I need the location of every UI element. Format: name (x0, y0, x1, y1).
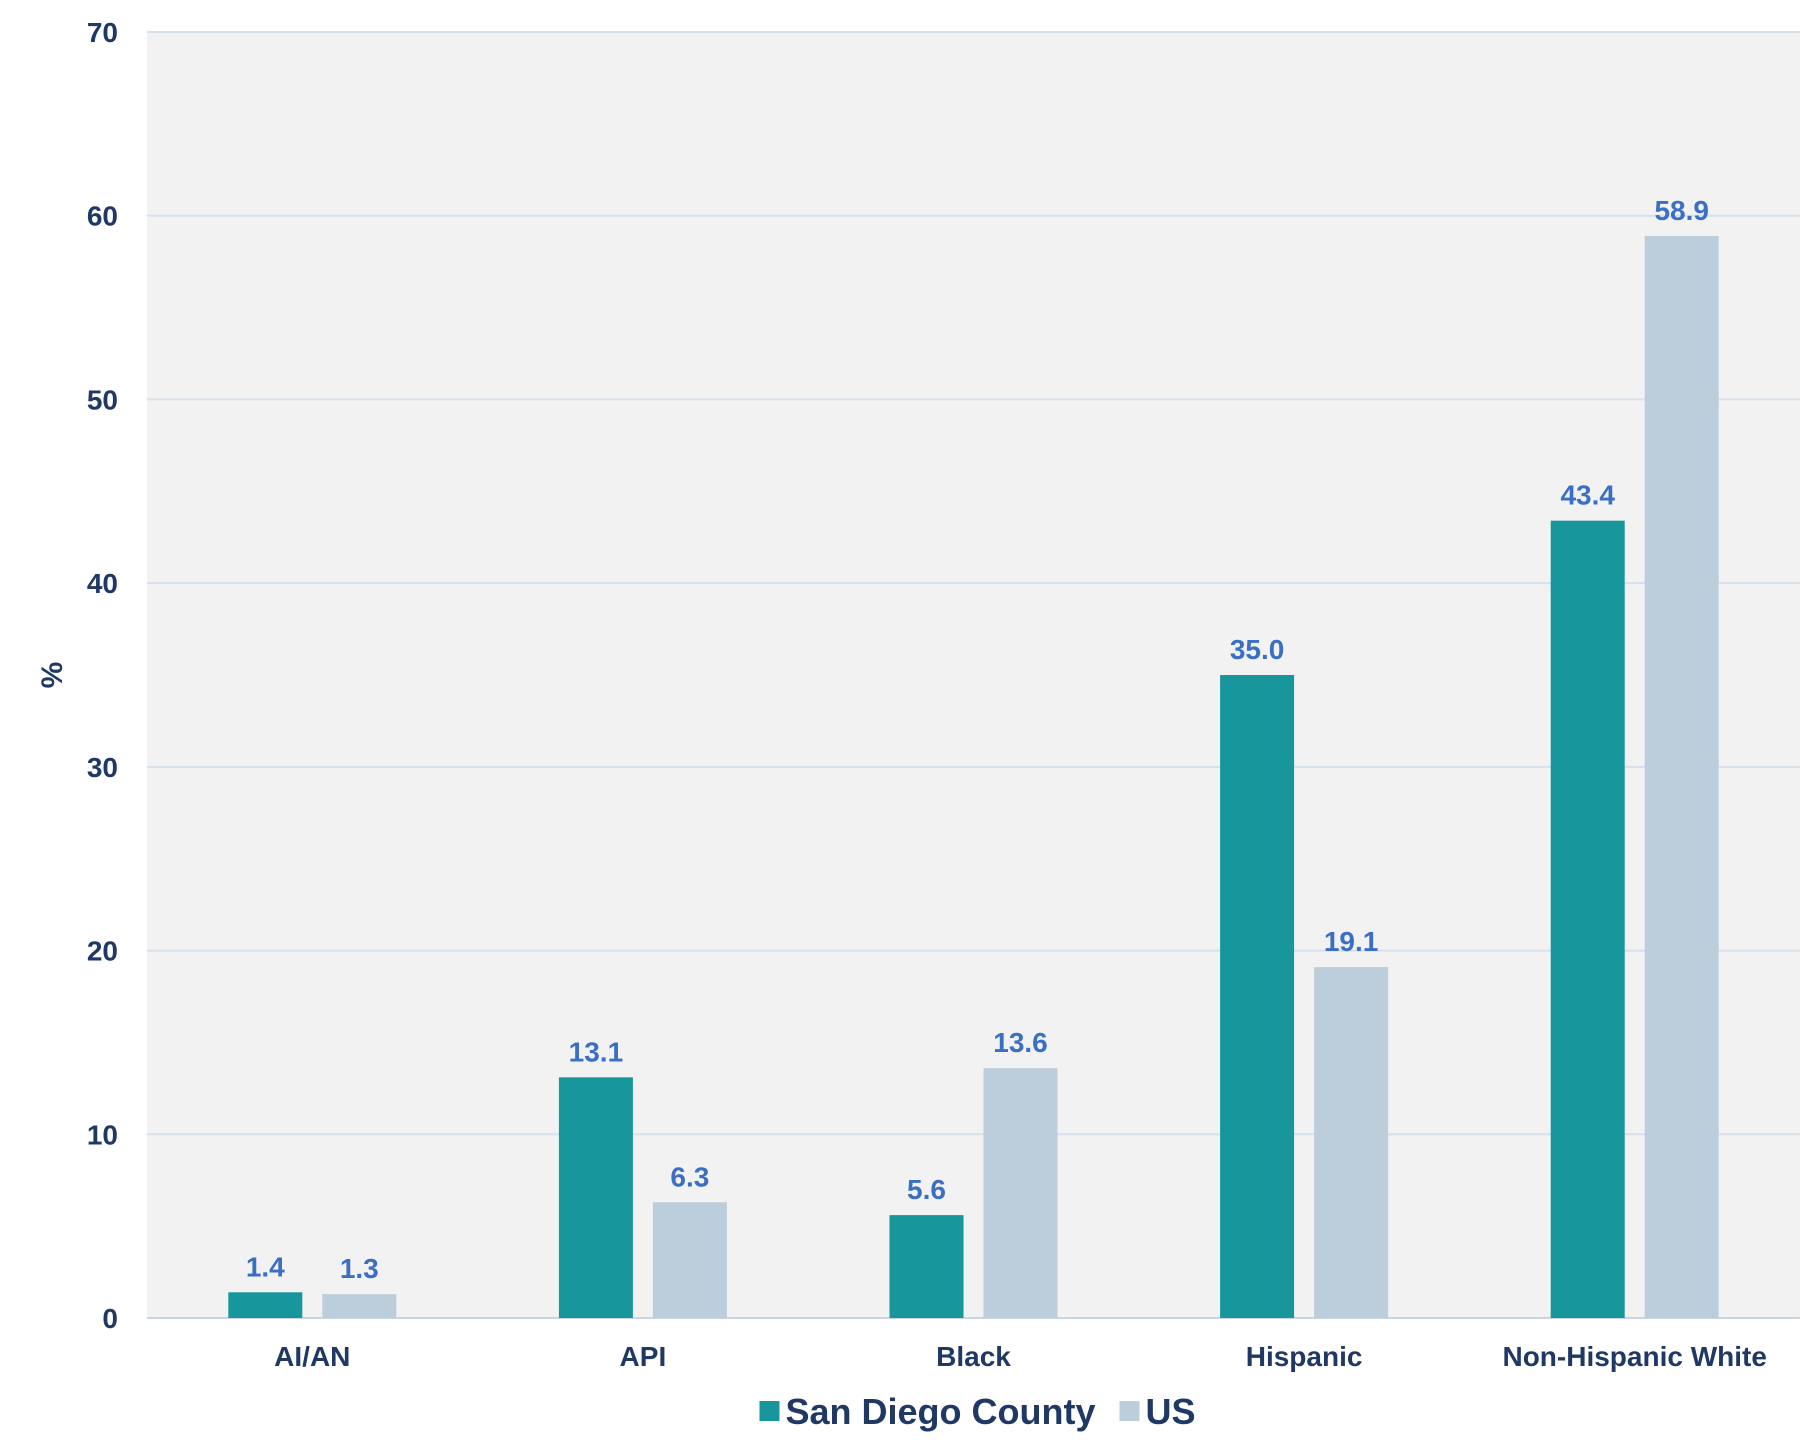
bar (1220, 675, 1295, 1318)
legend-swatch (759, 1401, 780, 1421)
data-label: 58.9 (1654, 195, 1709, 226)
y-axis-title: % (36, 662, 69, 689)
plot-area (147, 32, 1800, 1318)
x-axis-categories: AI/AN API Black Hispanic Non-Hispanic White (274, 1341, 1767, 1372)
data-label: 1.3 (340, 1253, 379, 1284)
bar (1644, 235, 1719, 1318)
x-tick-label: AI/AN (274, 1341, 350, 1372)
y-tick-label: 10 (87, 1119, 118, 1150)
y-tick-label: 30 (87, 752, 118, 783)
legend-swatch (1119, 1401, 1140, 1421)
bar (983, 1068, 1058, 1318)
bar (558, 1077, 633, 1318)
bar (652, 1202, 727, 1318)
data-label: 1.4 (246, 1251, 285, 1282)
data-label: 13.1 (569, 1036, 624, 1067)
y-tick-label: 50 (87, 384, 118, 415)
legend-entry: US (1146, 1391, 1196, 1432)
y-tick-label: 0 (102, 1303, 118, 1334)
data-labels: 1.4 1.3 13.1 6.3 5.6 13.6 35.0 19.1 43.4 58.9 (246, 195, 1709, 1284)
y-tick-label: 40 (87, 568, 118, 599)
legend-entry: San Diego County (785, 1391, 1095, 1432)
x-tick-label: Non-Hispanic White (1502, 1341, 1766, 1372)
legend: San Diego County US (759, 1391, 1196, 1432)
y-tick-label: 70 (87, 17, 118, 48)
data-label: 13.6 (993, 1027, 1048, 1058)
bars (228, 235, 1719, 1318)
x-tick-label: Hispanic (1246, 1341, 1363, 1372)
bar (1314, 967, 1389, 1318)
x-tick-label: Black (936, 1341, 1011, 1372)
y-tick-label: 20 (87, 936, 118, 967)
data-label: 35.0 (1230, 634, 1285, 665)
bar (322, 1294, 397, 1318)
y-axis-ticks: 0 10 20 30 40 50 60 70 (87, 17, 118, 1334)
bar (889, 1215, 964, 1318)
x-tick-label: API (620, 1341, 667, 1372)
data-label: 5.6 (907, 1174, 946, 1205)
data-label: 6.3 (670, 1161, 709, 1192)
gridlines (147, 31, 1800, 1319)
bar (1550, 520, 1625, 1318)
bar (228, 1292, 303, 1318)
data-label: 19.1 (1324, 926, 1379, 957)
y-tick-label: 60 (87, 201, 118, 232)
data-label: 43.4 (1560, 480, 1615, 511)
